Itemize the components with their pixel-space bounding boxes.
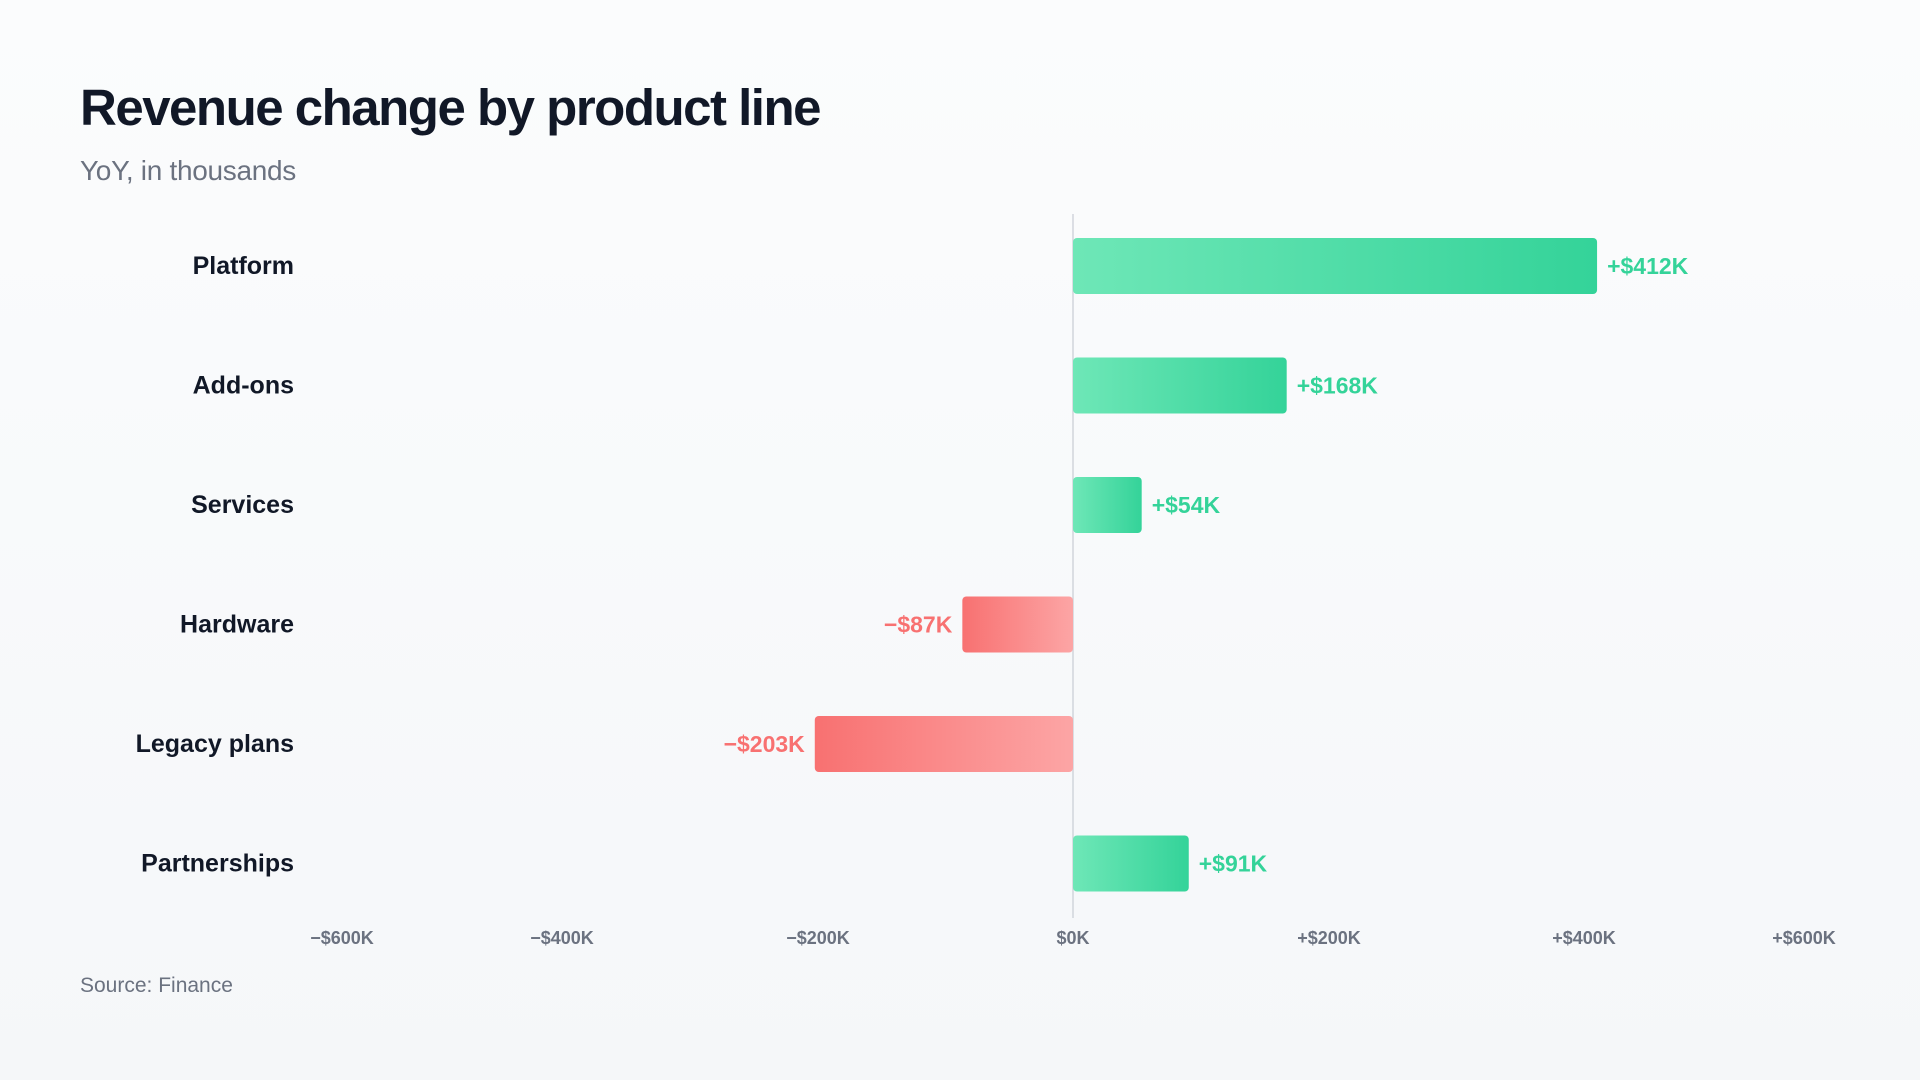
value-label: +$54K	[1152, 492, 1221, 518]
bar-services	[1073, 477, 1142, 533]
category-label: Services	[191, 491, 294, 519]
page-subtitle: YoY, in thousands	[80, 155, 296, 186]
x-tick-label: −$400K	[530, 928, 594, 948]
value-label: +$168K	[1297, 373, 1379, 399]
category-label: Platform	[193, 252, 294, 280]
bars-layer	[814, 238, 1598, 892]
x-tick-label: $0K	[1056, 928, 1089, 948]
x-axis-ticks-layer: −$600K −$400K −$200K $0K +$200K +$400K +$600K	[310, 928, 1836, 948]
bar-hardware	[962, 596, 1073, 653]
bar-legacy-plans	[814, 716, 1073, 772]
value-label: +$91K	[1199, 851, 1268, 877]
value-label: −$203K	[724, 731, 806, 757]
x-tick-label: +$400K	[1552, 928, 1616, 948]
value-label: −$87K	[884, 612, 953, 638]
x-tick-label: +$600K	[1772, 928, 1836, 948]
bar-platform	[1073, 238, 1598, 294]
category-label: Legacy plans	[136, 730, 294, 758]
bar-add-ons	[1073, 357, 1287, 414]
category-label: Hardware	[180, 611, 294, 639]
x-tick-label: +$200K	[1297, 928, 1361, 948]
x-tick-label: −$200K	[786, 928, 850, 948]
value-labels-layer: +$412K +$168K +$54K −$87K −$203K +$91K	[724, 253, 1689, 877]
page-title: Revenue change by product line	[80, 79, 822, 136]
category-label: Add-ons	[193, 372, 294, 400]
category-label: Partnerships	[141, 850, 294, 878]
chart-source: Source: Finance	[80, 974, 233, 997]
category-labels-layer: Platform Add-ons Services Hardware Legacy pl…	[136, 252, 294, 878]
x-tick-label: −$600K	[310, 928, 374, 948]
bar-partnerships	[1073, 835, 1189, 892]
value-label: +$412K	[1607, 253, 1689, 279]
